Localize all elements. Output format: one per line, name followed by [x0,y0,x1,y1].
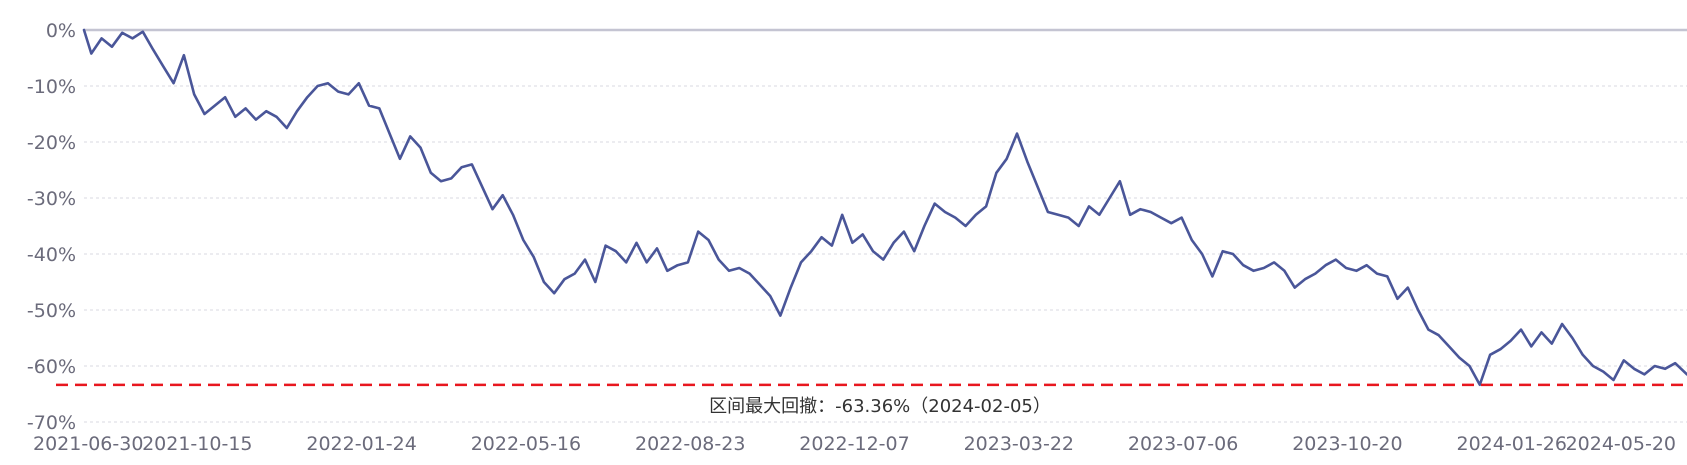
y-tick-label: -40% [27,244,76,266]
x-tick-label: 2023-07-06 [1128,433,1238,455]
y-tick-label: 0% [46,20,76,42]
x-tick-label: 2023-03-22 [964,433,1074,455]
x-tick-label: 2024-05-20 [1566,433,1676,455]
y-tick-label: -70% [27,412,76,434]
series [82,28,1687,387]
y-tick-label: -20% [27,132,76,154]
y-tick-label: -50% [27,300,76,322]
max-drawdown-annotation: 区间最大回撤：-63.36%（2024-02-05） [709,396,1051,417]
y-tick-label: -30% [27,188,76,210]
x-tick-label: 2023-10-20 [1292,433,1402,455]
drawdown-marker: 区间最大回撤：-63.36%（2024-02-05） [56,383,1687,417]
series-line [82,28,1687,387]
x-tick-label: 2022-08-23 [635,433,745,455]
y-tick-label: -60% [27,356,76,378]
x-tick-label: 2022-05-16 [471,433,581,455]
y-tick-label: -10% [27,76,76,98]
x-tick-label: 2022-12-07 [799,433,909,455]
x-tick-label: 2021-10-15 [142,433,252,455]
y-grid [84,28,1687,423]
x-tick-label: 2024-01-26 [1456,433,1566,455]
y-axis: 0% -10% -20% -30% -40% -50% -60% -70% [27,20,76,434]
x-tick-label: 2022-01-24 [306,433,416,455]
x-tick-label: 2021-06-30 [33,433,143,455]
